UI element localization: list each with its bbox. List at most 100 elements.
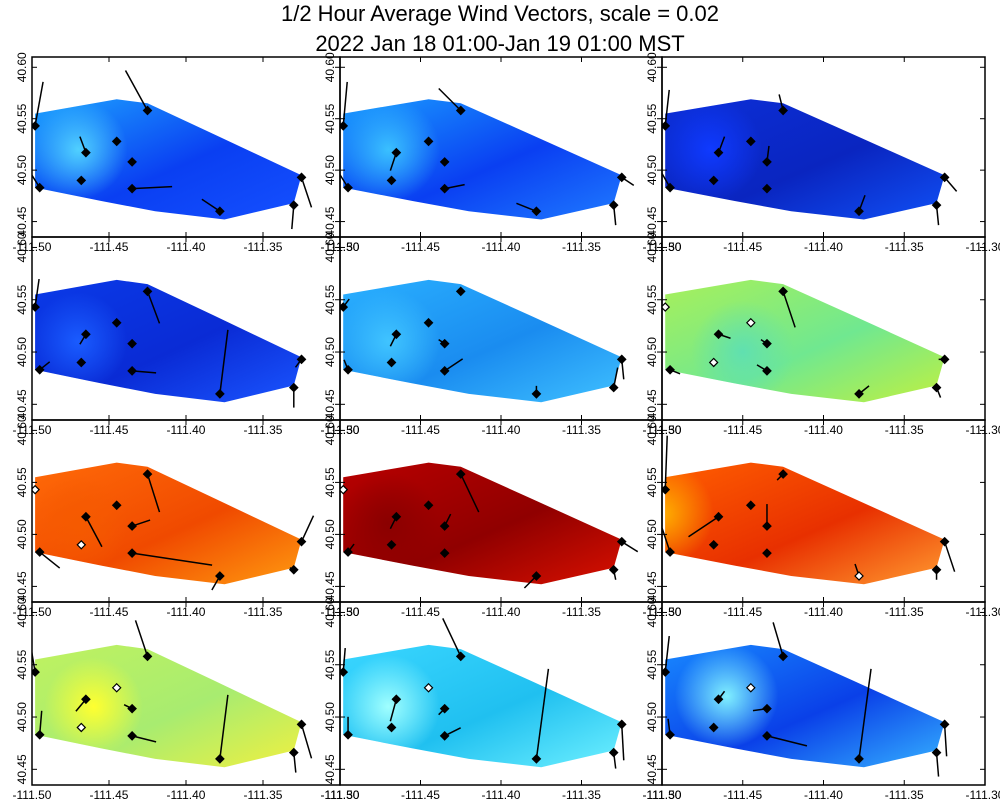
station-marker [745, 136, 756, 147]
wind-field-highlight [665, 99, 945, 220]
y-tick-label: 40.50 [323, 155, 337, 185]
station-marker [778, 286, 788, 297]
station-marker [81, 147, 91, 158]
station-marker [455, 105, 466, 116]
x-tick-label: -111.40 [167, 788, 206, 800]
y-tick-label: 40.50 [645, 702, 659, 732]
y-tick-label: 40.60 [15, 52, 29, 82]
x-tick-label: -111.40 [482, 423, 521, 437]
station-marker [296, 719, 307, 730]
station-marker [762, 366, 772, 376]
station-marker [343, 547, 353, 557]
y-tick-label: 40.60 [15, 597, 29, 627]
wind-vector [132, 185, 173, 190]
x-tick-label: -111.35 [562, 788, 601, 800]
station-marker [854, 754, 864, 764]
x-tick-label: -111.40 [482, 788, 521, 800]
station-marker [713, 329, 724, 340]
wind-vector [300, 515, 315, 542]
station-marker [288, 382, 299, 393]
wind-field-highlight [35, 279, 302, 403]
wind-vector [782, 291, 796, 328]
station-marker [762, 703, 772, 714]
wind-vector [943, 541, 956, 572]
wind-field-highlight [665, 462, 945, 585]
panel-8: -111.50 -111.45 -111.40 -111.35 -111.3040.45… [321, 415, 682, 619]
wind-vector [131, 735, 157, 743]
station-marker [931, 382, 942, 393]
y-tick-label: 40.60 [323, 597, 337, 627]
wind-vector [772, 622, 784, 657]
wind-vector [124, 70, 149, 111]
x-tick-label: -111.45 [723, 788, 762, 800]
station-marker [111, 682, 122, 693]
wind-field-highlight [665, 279, 945, 403]
x-tick-label: -111.35 [562, 605, 601, 619]
station-marker [455, 651, 466, 662]
station-marker [215, 571, 225, 581]
station-marker [939, 536, 950, 547]
station-marker [391, 511, 402, 522]
y-tick-label: 40.50 [15, 702, 29, 732]
x-tick-label: -111.30 [321, 788, 360, 800]
y-tick-label: 40.60 [645, 597, 659, 627]
panel-10: -111.50 -111.45 -111.40 -111.35 -111.30 40.45… [13, 597, 360, 800]
station-marker [34, 364, 45, 375]
wind-vector [34, 278, 40, 308]
panel-1: -111.50 -111.45 -111.40 -111.35 -111.3040.45… [13, 52, 360, 254]
panel-6: -111.50-111.45-111.40-111.35-111.3040.45… [643, 232, 1000, 437]
y-tick-label: 40.55 [323, 284, 337, 314]
wind-vector [444, 358, 464, 372]
station-marker [531, 206, 542, 217]
station-marker [127, 703, 137, 714]
station-marker [745, 317, 756, 328]
station-marker [665, 729, 675, 740]
wind-vector [621, 724, 625, 761]
station-marker [608, 747, 619, 758]
wind-vector [442, 618, 462, 657]
station-marker [386, 357, 397, 368]
x-tick-label: -111.45 [401, 605, 440, 619]
station-marker [81, 329, 91, 340]
y-tick-label: 40.45 [323, 571, 337, 601]
station-marker [343, 729, 353, 740]
x-tick-label: -111.45 [723, 605, 762, 619]
y-tick-label: 40.50 [323, 337, 337, 367]
station-marker [34, 182, 45, 193]
station-marker [127, 157, 137, 167]
y-tick-label: 40.60 [645, 415, 659, 445]
station-marker [439, 703, 450, 714]
station-marker [215, 754, 225, 764]
station-marker [616, 719, 627, 730]
station-marker [343, 182, 353, 193]
x-tick-label: -111.35 [562, 240, 601, 254]
station-marker [142, 105, 153, 116]
wind-field-highlight [343, 644, 622, 768]
y-tick-label: 40.60 [15, 415, 29, 445]
wind-vector [39, 551, 61, 569]
station-marker [34, 729, 45, 740]
y-tick-label: 40.60 [645, 232, 659, 262]
station-marker [939, 719, 950, 730]
wind-vector [535, 668, 550, 759]
y-tick-label: 40.50 [645, 337, 659, 367]
station-marker [939, 172, 950, 183]
wind-vector [943, 724, 948, 757]
wind-vector [146, 473, 161, 513]
panel-7: -111.50 -111.45 -111.40 -111.35 -111.3040.45… [13, 415, 360, 619]
wind-field-highlight [35, 462, 302, 585]
station-marker [127, 731, 137, 741]
y-tick-label: 40.50 [323, 702, 337, 732]
station-marker [608, 564, 619, 575]
station-marker [762, 157, 772, 167]
station-marker [439, 366, 450, 376]
station-marker [455, 469, 466, 479]
station-marker [762, 183, 772, 194]
wind-vector [146, 291, 161, 324]
wind-field-highlight [35, 99, 302, 220]
station-marker [439, 521, 450, 531]
y-tick-label: 40.55 [323, 467, 337, 497]
wind-vector [438, 87, 462, 112]
wind-field-highlight [343, 99, 622, 220]
